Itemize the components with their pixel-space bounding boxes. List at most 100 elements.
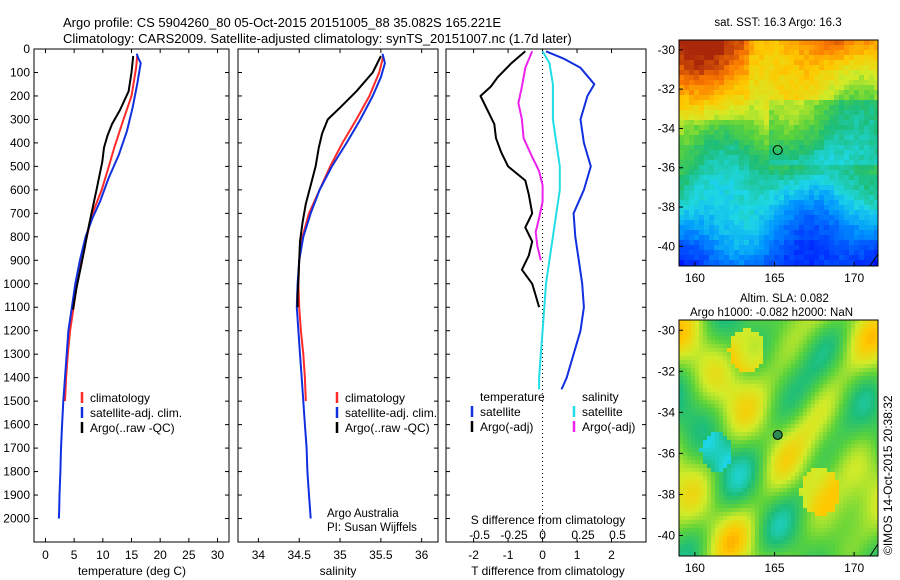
heatmap-cell [699, 145, 705, 151]
heatmap-cell [789, 60, 795, 66]
heatmap-cell [799, 336, 804, 341]
heatmap-cell [819, 170, 825, 176]
heatmap-cell [831, 380, 836, 385]
heatmap-cell [863, 384, 868, 389]
heatmap-cell [859, 230, 865, 236]
heatmap-cell [771, 336, 776, 341]
heatmap-cell [835, 512, 840, 517]
heatmap-cell [727, 492, 732, 497]
heatmap-cell [699, 85, 705, 91]
heatmap-cell [869, 80, 875, 86]
heatmap-cell [811, 436, 816, 441]
heatmap-cell [819, 428, 824, 433]
heatmap-cell [829, 95, 835, 101]
heatmap-cell [744, 185, 750, 191]
heatmap-cell [735, 332, 740, 337]
heatmap-cell [875, 392, 878, 397]
heatmap-cell [769, 85, 775, 91]
heatmap-cell [809, 90, 815, 96]
heatmap-cell [683, 544, 688, 549]
heatmap-cell [859, 145, 865, 151]
heatmap-cell [851, 400, 856, 405]
heatmap-cell [695, 456, 700, 461]
heatmap-cell [687, 356, 692, 361]
heatmap-cell [679, 55, 685, 61]
heatmap-cell [803, 500, 808, 505]
heatmap-cell [867, 504, 872, 509]
salinity-axes-frame [237, 48, 439, 543]
heatmap-cell [804, 75, 810, 81]
heatmap-cell [835, 448, 840, 453]
heatmap-cell [714, 225, 720, 231]
heatmap-cell [787, 528, 792, 533]
heatmap-cell [779, 516, 784, 521]
heatmap-cell [711, 416, 716, 421]
heatmap-cell [831, 372, 836, 377]
heatmap-cell [734, 215, 740, 221]
heatmap-cell [855, 368, 860, 373]
heatmap-cell [763, 404, 768, 409]
heatmap-cell [774, 250, 780, 256]
heatmap-cell [743, 332, 748, 337]
heatmap-cell [819, 45, 825, 51]
heatmap-cell [739, 45, 745, 51]
heatmap-cell [689, 185, 695, 191]
heatmap-cell [684, 135, 690, 141]
heatmap-cell [755, 376, 760, 381]
heatmap-cell [839, 420, 844, 425]
heatmap-cell [859, 460, 864, 465]
heatmap-cell [863, 512, 868, 517]
heatmap-cell [683, 512, 688, 517]
heatmap-cell [763, 456, 768, 461]
heatmap-cell [815, 320, 820, 325]
heatmap-cell [684, 240, 690, 246]
salinity-panel: 34 34.5 35 35.5 36 salinity climatologysatel… [237, 48, 439, 578]
heatmap-cell [767, 492, 772, 497]
heatmap-cell [829, 180, 835, 186]
heatmap-cell [843, 468, 848, 473]
heatmap-cell [764, 145, 770, 151]
heatmap-cell [854, 55, 860, 61]
heatmap-cell [784, 200, 790, 206]
figure-title-line2: Climatology: CARS2009. Satellite-adjuste… [63, 31, 572, 46]
heatmap-cell [703, 388, 708, 393]
heatmap-cell [719, 524, 724, 529]
heatmap-cell [691, 476, 696, 481]
heatmap-cell [707, 448, 712, 453]
heatmap-cell [827, 464, 832, 469]
heatmap-cell [819, 356, 824, 361]
heatmap-cell [875, 376, 878, 381]
heatmap-cell [734, 210, 740, 216]
heatmap-cell [715, 428, 720, 433]
heatmap-cell [711, 484, 716, 489]
heatmap-cell [714, 190, 720, 196]
heatmap-cell [767, 436, 772, 441]
heatmap-cell [679, 456, 684, 461]
heatmap-cell [803, 520, 808, 525]
x-tick-label: 35 [333, 548, 347, 562]
heatmap-cell [774, 130, 780, 136]
heatmap-cell [715, 500, 720, 505]
heatmap-cell [679, 65, 685, 71]
heatmap-cell [694, 55, 700, 61]
heatmap-cell [811, 380, 816, 385]
heatmap-cell [743, 512, 748, 517]
heatmap-cell [751, 400, 756, 405]
heatmap-cell [734, 175, 740, 181]
heatmap-cell [871, 340, 876, 345]
heatmap-cell [843, 412, 848, 417]
heatmap-cell [827, 340, 832, 345]
heatmap-cell [679, 140, 685, 146]
heatmap-cell [787, 456, 792, 461]
heatmap-cell [709, 95, 715, 101]
heatmap-cell [749, 85, 755, 91]
heatmap-cell [767, 380, 772, 385]
heatmap-cell [719, 540, 724, 545]
heatmap-cell [809, 120, 815, 126]
heatmap-cell [851, 484, 856, 489]
heatmap-cell [734, 250, 740, 256]
heatmap-cell [795, 376, 800, 381]
heatmap-cell [754, 160, 760, 166]
heatmap-cell [679, 512, 684, 517]
heatmap-cell [749, 255, 755, 261]
